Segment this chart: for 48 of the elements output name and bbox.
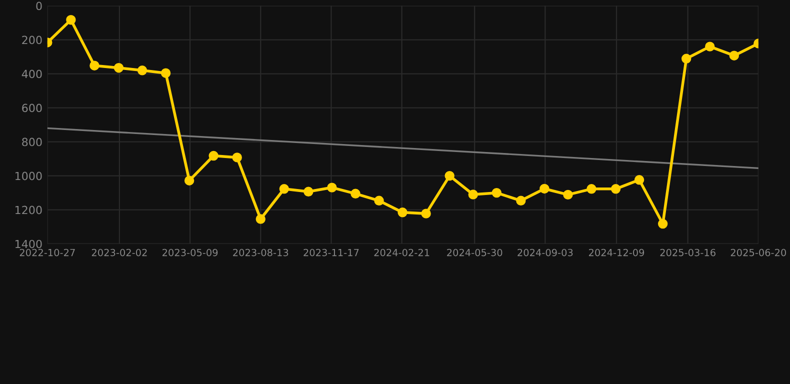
point — [232, 152, 242, 162]
point — [256, 214, 266, 224]
point — [516, 196, 526, 206]
point — [160, 68, 171, 78]
x-tick-label: 2024-05-30 — [447, 248, 502, 256]
point — [114, 62, 124, 73]
point — [681, 54, 692, 64]
point — [327, 182, 337, 192]
point — [279, 184, 290, 194]
point — [586, 184, 596, 194]
x-tick-label: 2025-03-16 — [660, 248, 716, 256]
x-tick-label: 2024-12-09 — [588, 248, 644, 256]
point — [421, 208, 431, 218]
point — [137, 66, 148, 76]
y-tick-label: 800 — [22, 138, 42, 146]
y-tick-label: 600 — [22, 104, 42, 112]
point — [610, 184, 621, 194]
point — [540, 184, 550, 194]
x-tick-label: 2023-08-13 — [233, 248, 288, 256]
x-tick-label: 2023-11-17 — [304, 248, 359, 256]
x-tick-label: 2023-05-09 — [162, 248, 218, 256]
x-tick-label: 2022-10-27 — [20, 248, 75, 256]
y-tick-label: 400 — [22, 70, 42, 78]
point — [705, 42, 715, 52]
point — [90, 60, 100, 70]
y-tick-label: 1200 — [15, 206, 42, 214]
point — [184, 176, 194, 186]
x-tick-label: 2025-06-20 — [730, 248, 786, 256]
point — [304, 186, 314, 196]
x-tick-label: 2024-09-03 — [518, 248, 573, 256]
y-tick-label: 0 — [36, 2, 42, 10]
point — [468, 190, 478, 200]
y-tick-label: 1000 — [15, 172, 42, 180]
point — [492, 188, 502, 198]
point — [374, 196, 384, 206]
y-tick-label: 1400 — [15, 240, 42, 248]
point — [634, 175, 644, 185]
point — [208, 150, 218, 161]
x-tick-label: 2024-02-21 — [374, 248, 430, 256]
point — [563, 190, 573, 200]
point — [398, 208, 408, 218]
point — [66, 15, 76, 25]
point — [658, 218, 668, 229]
point — [444, 170, 454, 181]
y-tick-label: 200 — [22, 36, 42, 44]
point — [729, 50, 739, 60]
point — [350, 188, 360, 199]
x-tick-label: 2023-02-02 — [92, 248, 147, 256]
